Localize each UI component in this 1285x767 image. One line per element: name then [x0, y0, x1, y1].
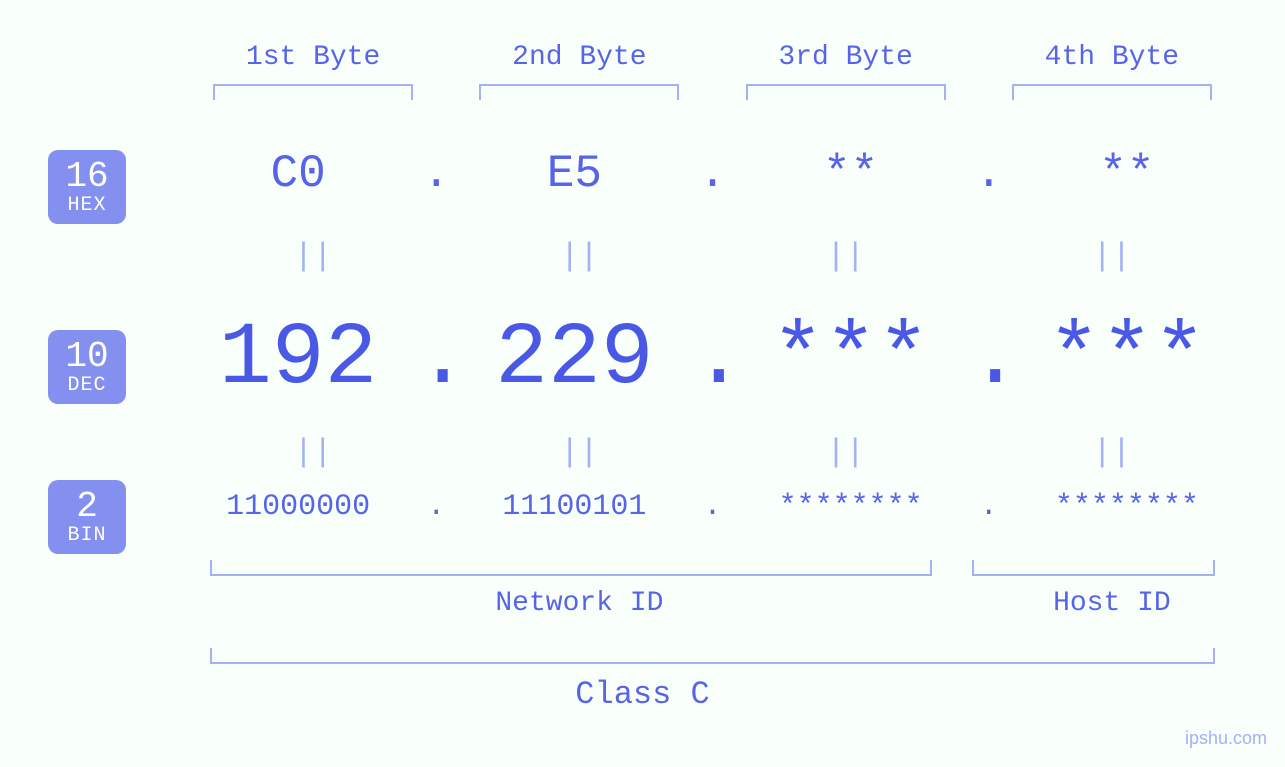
bin-dot-3: .	[969, 490, 1009, 524]
bracket-top-3	[746, 84, 946, 100]
bin-byte-2: 11100101	[456, 490, 692, 524]
dec-row: 192 . 229 . *** . ***	[180, 310, 1245, 409]
hex-byte-2: E5	[456, 148, 692, 200]
bin-dot-2: .	[693, 490, 733, 524]
hex-badge-num: 16	[65, 158, 108, 196]
dec-dot-3: .	[969, 310, 1009, 409]
bin-byte-1: 11000000	[180, 490, 416, 524]
hex-byte-4: **	[1009, 148, 1245, 200]
dec-badge-label: DEC	[67, 375, 106, 396]
equals-2-4: ||	[979, 434, 1245, 471]
byte-header-1: 1st Byte	[180, 42, 446, 73]
network-id-label: Network ID	[180, 588, 979, 619]
dec-badge-num: 10	[65, 338, 108, 376]
byte-header-2: 2nd Byte	[446, 42, 712, 73]
bin-badge: 2 BIN	[48, 480, 126, 554]
equals-1-4: ||	[979, 238, 1245, 275]
hex-byte-1: C0	[180, 148, 416, 200]
class-bracket	[210, 648, 1215, 664]
bracket-top-4	[1012, 84, 1212, 100]
class-label: Class C	[0, 676, 1285, 713]
dec-byte-1: 192	[180, 310, 416, 409]
byte-header-4: 4th Byte	[979, 42, 1245, 73]
bin-badge-label: BIN	[67, 525, 106, 546]
hex-row: C0 . E5 . ** . **	[180, 148, 1245, 200]
dec-dot-1: .	[416, 310, 456, 409]
equals-1-2: ||	[446, 238, 712, 275]
byte-header-3: 3rd Byte	[713, 42, 979, 73]
top-byte-brackets	[180, 84, 1245, 100]
equals-2-3: ||	[713, 434, 979, 471]
hex-dot-2: .	[693, 148, 733, 200]
bracket-top-2	[479, 84, 679, 100]
bin-dot-1: .	[416, 490, 456, 524]
watermark: ipshu.com	[1185, 728, 1267, 749]
bin-row: 11000000 . 11100101 . ******** . *******…	[180, 490, 1245, 524]
equals-2-1: ||	[180, 434, 446, 471]
hex-byte-3: **	[733, 148, 969, 200]
network-id-bracket	[210, 560, 932, 576]
dec-badge: 10 DEC	[48, 330, 126, 404]
equals-2-2: ||	[446, 434, 712, 471]
dec-byte-4: ***	[1009, 310, 1245, 409]
bin-badge-num: 2	[76, 488, 98, 526]
bin-byte-3: ********	[733, 490, 969, 524]
equals-row-1: || || || ||	[180, 238, 1245, 275]
dec-byte-3: ***	[733, 310, 969, 409]
equals-1-1: ||	[180, 238, 446, 275]
hex-dot-3: .	[969, 148, 1009, 200]
bin-byte-4: ********	[1009, 490, 1245, 524]
id-brackets	[180, 560, 1245, 580]
hex-badge-label: HEX	[67, 195, 106, 216]
hex-dot-1: .	[416, 148, 456, 200]
host-id-bracket	[972, 560, 1215, 576]
byte-column-headers: 1st Byte 2nd Byte 3rd Byte 4th Byte	[180, 42, 1245, 73]
equals-row-2: || || || ||	[180, 434, 1245, 471]
bracket-top-1	[213, 84, 413, 100]
host-id-label: Host ID	[979, 588, 1245, 619]
dec-byte-2: 229	[456, 310, 692, 409]
hex-badge: 16 HEX	[48, 150, 126, 224]
id-labels: Network ID Host ID	[180, 588, 1245, 619]
dec-dot-2: .	[693, 310, 733, 409]
equals-1-3: ||	[713, 238, 979, 275]
